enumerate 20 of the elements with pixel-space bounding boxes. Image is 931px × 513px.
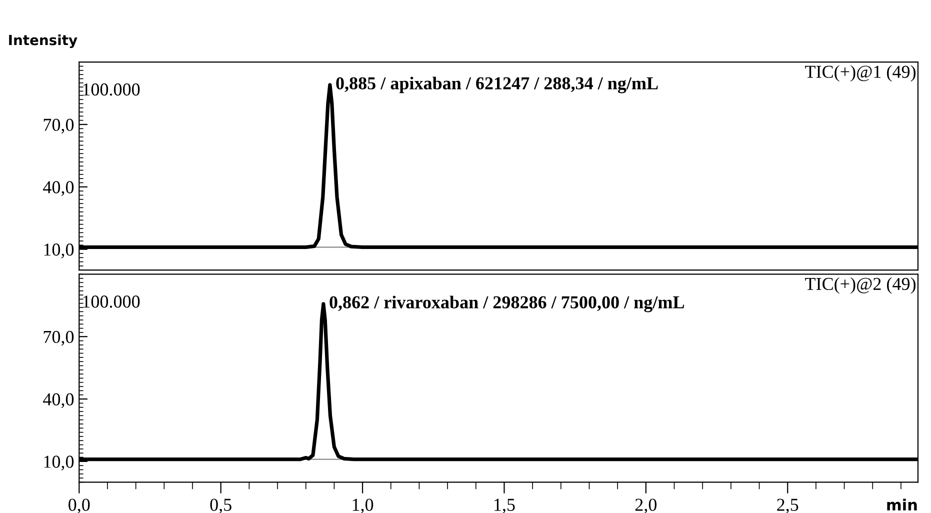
- annotation: 0,862 / rivaroxaban / 298286 / 7500,00 / ng/mL: [330, 296, 684, 312]
- annotation: TIC(+)@2 (49): [805, 277, 916, 294]
- y-tick-label: 40,0: [43, 181, 74, 196]
- y-tick-label: 70,0: [44, 118, 74, 134]
- annotation: 0,885 / apixaban / 621247 / 288,34 / ng/mL: [336, 76, 658, 94]
- y-tick-label: 70,0: [44, 330, 74, 346]
- y-axis-title: Intensity: [9, 34, 78, 48]
- annotation: 100.000: [83, 83, 140, 96]
- y-tick-label: 40,0: [43, 393, 74, 408]
- y-tick-label: 10,0: [44, 456, 74, 470]
- x-tick-label: 1,5: [494, 498, 515, 513]
- annotation: TIC(+)@1 (49): [805, 65, 916, 82]
- x-tick-label: 2,5: [777, 498, 798, 513]
- y-tick-label: 10,0: [44, 244, 74, 258]
- x-tick-label: 0,0: [68, 498, 90, 513]
- x-tick-label: 2,0: [635, 498, 657, 513]
- x-axis-title: min: [887, 498, 917, 510]
- x-tick-label: 0,5: [210, 498, 232, 513]
- x-tick-label: 1,0: [352, 498, 374, 513]
- annotation: 100.000: [83, 296, 140, 308]
